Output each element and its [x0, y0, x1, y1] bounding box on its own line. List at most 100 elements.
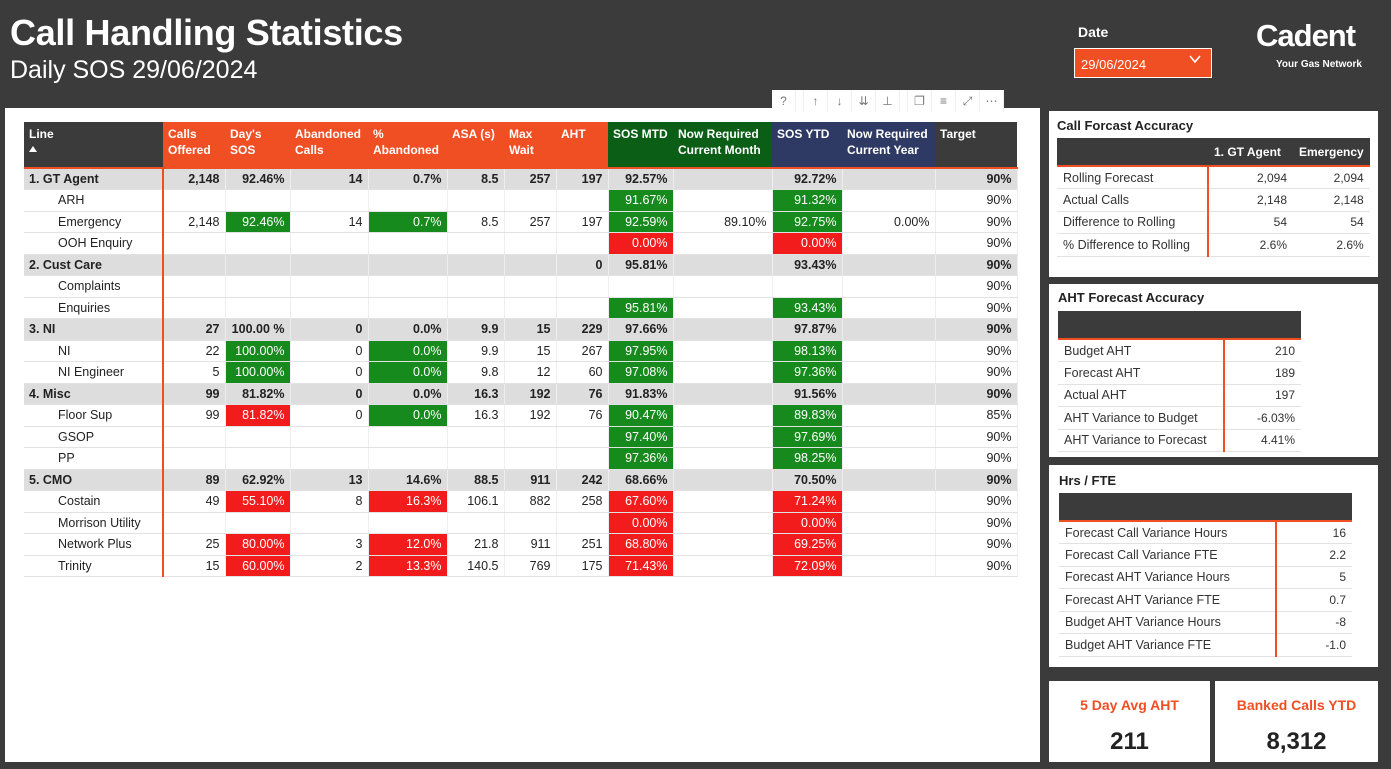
more-options-icon[interactable]: ⋯ — [980, 90, 1004, 112]
row-label: Costain — [24, 490, 164, 513]
table-cell — [556, 275, 609, 298]
row-label: 1. GT Agent — [24, 168, 164, 190]
table-cell: 16.3 — [447, 383, 505, 405]
table-cell: 72.09% — [772, 555, 843, 577]
table-cell — [608, 275, 674, 298]
table-cell — [290, 297, 369, 319]
column-header-abandoned-calls[interactable]: Abandoned Calls — [290, 122, 368, 169]
call-forecast-header-gt-agent[interactable]: 1. GT Agent — [1208, 138, 1293, 167]
table-cell — [842, 297, 936, 319]
table-row[interactable]: ARH 91.67% 91.32% 90% — [24, 189, 1018, 212]
table-cell — [504, 232, 557, 255]
table-cell — [673, 297, 773, 319]
table-cell: 99 — [163, 404, 226, 427]
metric-label: % Difference to Rolling — [1057, 233, 1209, 257]
table-cell: 93.43% — [772, 254, 843, 276]
table-cell — [368, 275, 448, 298]
copy-icon[interactable]: ❐ — [908, 90, 932, 112]
table-row[interactable]: Enquiries 95.81% 93.43% 90% — [24, 297, 1018, 319]
column-header-now-required-month[interactable]: Now Required Current Month — [673, 122, 772, 169]
focus-mode-icon[interactable]: ⤢ — [956, 90, 980, 112]
table-cell — [842, 168, 936, 190]
filter-icon[interactable]: ≡ — [932, 90, 956, 112]
column-header-calls-offered[interactable]: Calls Offered — [163, 122, 225, 169]
table-group-row[interactable]: 2. Cust Care 0 95.81% 93.43% 90% — [24, 254, 1018, 276]
table-cell — [842, 232, 936, 255]
date-label: Date — [1078, 24, 1109, 40]
table-cell: 0 — [290, 404, 369, 427]
table-cell — [673, 426, 773, 448]
drill-up-icon[interactable]: ↑ — [804, 90, 828, 112]
table-row[interactable]: Emergency 2,148 92.46% 14 0.7% 8.5 257 197 92.59… — [24, 211, 1018, 233]
table-cell: 15 — [163, 555, 226, 577]
row-label: 3. NI — [24, 318, 164, 341]
column-header-asa[interactable]: ASA (s) — [447, 122, 504, 169]
metric-value: -6.03% — [1224, 406, 1301, 430]
table-cell: 242 — [556, 469, 609, 491]
column-header-now-required-year[interactable]: Now Required Current Year — [842, 122, 935, 169]
table-group-row[interactable]: 4. Misc 99 81.82% 0 0.0% 16.3 192 76 91.83% 91.56… — [24, 383, 1018, 405]
row-label: Morrison Utility — [24, 512, 164, 534]
table-cell: 92.59% — [608, 211, 674, 233]
column-header-aht[interactable]: AHT — [556, 122, 608, 169]
table-cell: 175 — [556, 555, 609, 577]
table-row[interactable]: Complaints 90% — [24, 275, 1018, 298]
table-row[interactable]: NI Engineer 5 100.00% 0 0.0% 9.8 12 60 97.08% 97.… — [24, 361, 1018, 384]
column-header-sos-ytd[interactable]: SOS YTD — [772, 122, 842, 169]
table-cell: 88.5 — [447, 469, 505, 491]
table-group-row[interactable]: 1. GT Agent 2,148 92.46% 14 0.7% 8.5 257 197 92.… — [24, 168, 1018, 190]
sort-ascending-icon[interactable] — [29, 146, 37, 152]
table-cell: 9.9 — [447, 318, 505, 341]
table-row[interactable]: OOH Enquiry 0.00% 0.00% 90% — [24, 232, 1018, 255]
table-cell: 14 — [290, 211, 369, 233]
drill-down-icon[interactable]: ↓ — [828, 90, 852, 112]
row-label: 5. CMO — [24, 469, 164, 491]
table-cell — [842, 361, 936, 384]
table-row[interactable]: NI 22 100.00% 0 0.0% 9.9 15 267 97.95% 98.13% 90% — [24, 340, 1018, 362]
table-row[interactable]: Morrison Utility 0.00% 0.00% 90% — [24, 512, 1018, 534]
column-header-max-wait[interactable]: Max Wait — [504, 122, 556, 169]
table-cell: 0.0% — [368, 340, 448, 362]
table-cell — [842, 189, 936, 212]
call-forecast-header-emergency[interactable]: Emergency — [1293, 138, 1370, 167]
table-cell: 92.57% — [608, 168, 674, 190]
table-cell — [225, 297, 291, 319]
table-row: % Difference to Rolling 2.6% 2.6% — [1057, 233, 1370, 257]
table-cell: 97.69% — [772, 426, 843, 448]
help-icon[interactable]: ? — [772, 90, 796, 112]
date-dropdown[interactable]: 29/06/2024 — [1074, 48, 1212, 78]
column-header-days-sos[interactable]: Day's SOS — [225, 122, 290, 169]
table-cell: 91.56% — [772, 383, 843, 405]
column-header-sos-mtd[interactable]: SOS MTD — [608, 122, 673, 169]
table-row[interactable]: GSOP 97.40% 97.69% 90% — [24, 426, 1018, 448]
table-group-row[interactable]: 5. CMO 89 62.92% 13 14.6% 88.5 911 242 68.66% 70.… — [24, 469, 1018, 491]
kpi-label-banked-calls: Banked Calls YTD — [1236, 697, 1357, 713]
metric-label: Budget AHT Variance FTE — [1059, 633, 1277, 657]
table-cell: 2,148 — [163, 211, 226, 233]
table-cell: 8 — [290, 490, 369, 513]
table-row[interactable]: Network Plus 25 80.00% 3 12.0% 21.8 911 251 68.8… — [24, 533, 1018, 556]
table-cell — [368, 232, 448, 255]
metric-label: AHT Variance to Budget — [1058, 406, 1225, 430]
metric-label: Budget AHT Variance Hours — [1059, 611, 1277, 634]
table-group-row[interactable]: 3. NI 27 100.00 % 0 0.0% 9.9 15 229 97.66% 97.87%… — [24, 318, 1018, 341]
table-cell: 911 — [504, 469, 557, 491]
table-row[interactable]: Costain 49 55.10% 8 16.3% 106.1 882 258 67.60% 71… — [24, 490, 1018, 513]
table-cell: 90% — [935, 447, 1018, 470]
metric-label: Forecast Call Variance Hours — [1059, 521, 1277, 544]
column-header-pct-abandoned[interactable]: % Abandoned — [368, 122, 447, 169]
table-cell — [673, 555, 773, 577]
column-header-target[interactable]: Target — [935, 122, 1017, 169]
column-header-line[interactable]: Line — [24, 122, 163, 169]
table-cell — [290, 426, 369, 448]
drill-hierarchy-icon[interactable]: ⊥ — [876, 90, 900, 112]
table-row[interactable]: PP 97.36% 98.25% 90% — [24, 447, 1018, 470]
table-cell: 21.8 — [447, 533, 505, 556]
table-cell: 93.43% — [772, 297, 843, 319]
table-cell: 0 — [290, 340, 369, 362]
expand-all-icon[interactable]: ⇊ — [852, 90, 876, 112]
table-cell — [504, 426, 557, 448]
table-cell — [842, 275, 936, 298]
table-row[interactable]: Trinity 15 60.00% 2 13.3% 140.5 769 175 71.43% 72… — [24, 555, 1018, 577]
table-row[interactable]: Floor Sup 99 81.82% 0 0.0% 16.3 192 76 90.47% 89.… — [24, 404, 1018, 427]
